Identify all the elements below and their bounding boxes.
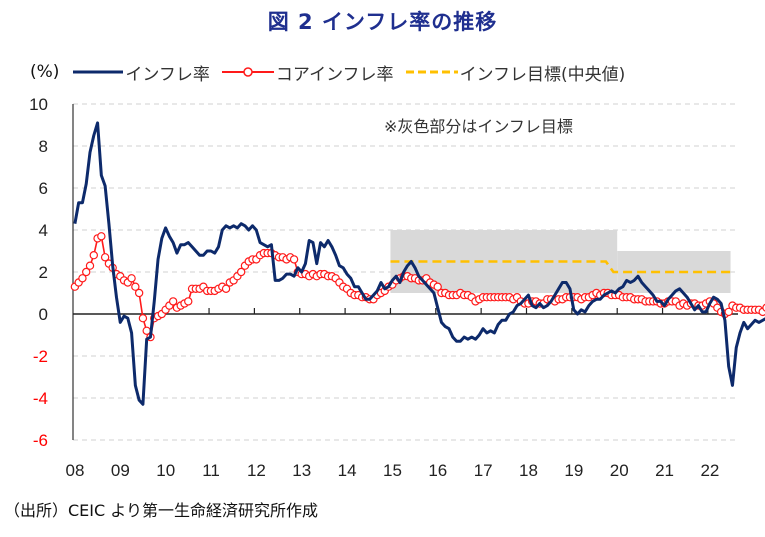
core-inflation-point (85, 261, 95, 270)
core-inflation-point (724, 307, 733, 317)
x-tick-label: 15 (383, 461, 402, 480)
y-tick-label: -2 (33, 347, 48, 366)
core-inflation-point (221, 284, 231, 293)
y-tick-label: 0 (39, 305, 48, 324)
x-tick-label: 09 (111, 461, 130, 480)
legend-item-inflation: インフレ率 (71, 60, 210, 85)
y-tick-label: 4 (39, 221, 48, 240)
core-inflation-point (236, 267, 246, 277)
band-annotation: ※灰色部分はインフレ目標 (384, 117, 573, 136)
x-tick-label: 12 (247, 461, 266, 480)
legend-label-inflation: インフレ率 (125, 64, 210, 85)
x-tick-labels: 08 09 10 11 12 13 14 15 16 17 18 19 20 21 22 (66, 461, 720, 480)
axes (72, 104, 738, 440)
series-layer (70, 121, 765, 406)
source-note: （出所）CEIC より第一生命経済研究所作成 (4, 501, 318, 520)
chart-title: 図 2 インフレ率の推移 (267, 10, 498, 34)
core-inflation-point (138, 314, 148, 323)
x-tick-label: 13 (292, 461, 311, 480)
core-inflation-point (762, 303, 765, 312)
series-inflation-target-line (390, 260, 731, 274)
legend-unit-label: (%) (30, 62, 60, 82)
core-inflation-point (131, 282, 140, 291)
x-tick-label: 22 (700, 461, 719, 480)
legend-label-core-inflation: コアインフレ率 (275, 64, 394, 85)
y-tick-label: -6 (33, 431, 48, 450)
y-tick-labels: 10 8 6 4 2 0 -2 -4 -6 (29, 95, 48, 450)
y-tick-label: -4 (33, 389, 48, 408)
x-tick-label: 20 (610, 461, 629, 480)
legend-item-core-inflation: コアインフレ率 (220, 60, 394, 85)
y-tick-label: 10 (29, 95, 48, 114)
y-tick-label: 8 (39, 137, 48, 156)
x-tick-label: 18 (519, 461, 538, 480)
core-inflation-point (433, 282, 442, 291)
core-inflation-point (127, 274, 136, 283)
legend-swatch-core-inflation (221, 67, 274, 77)
core-inflation-point (82, 267, 91, 277)
x-tick-label: 10 (156, 461, 175, 480)
core-inflation-point (100, 253, 110, 262)
core-inflation-point (97, 232, 106, 241)
series-core-inflation-markers (70, 232, 765, 342)
legend: (%) インフレ率 コアインフレ率 インフレ目標(中央値) (30, 60, 635, 85)
x-tick-label: 14 (338, 461, 357, 480)
core-inflation-point (289, 255, 299, 264)
x-tick-label: 17 (474, 461, 493, 480)
x-tick-label: 21 (655, 461, 674, 480)
core-inflation-point (168, 297, 178, 306)
y-tick-label: 2 (39, 263, 48, 282)
series-inflation-line (73, 121, 765, 406)
legend-swatch-inflation (73, 70, 124, 74)
core-inflation-point (78, 274, 87, 283)
x-tick-label: 16 (428, 461, 447, 480)
legend-item-inflation-target: インフレ目標(中央値) (404, 60, 626, 85)
core-inflation-point (134, 288, 144, 298)
x-tick-label: 19 (564, 461, 583, 480)
core-inflation-point (184, 297, 193, 306)
core-inflation-point (89, 250, 98, 260)
legend-swatch-inflation-target (405, 70, 458, 74)
y-tick-label: 6 (39, 179, 48, 198)
gridlines (73, 103, 738, 441)
x-tick-label: 08 (66, 461, 85, 480)
legend-label-inflation-target: インフレ目標(中央値) (459, 64, 626, 85)
x-tick-label: 11 (202, 461, 220, 480)
